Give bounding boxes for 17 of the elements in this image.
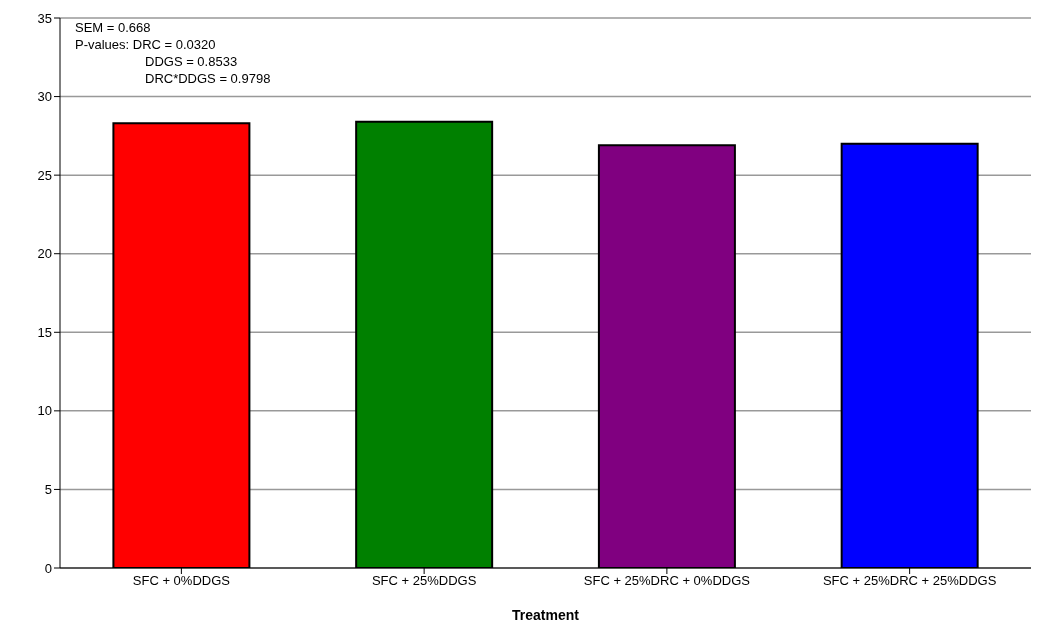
x-tick-label: SFC + 25%DRC + 25%DDGS xyxy=(822,573,997,589)
x-tick-label: SFC + 25%DDGS xyxy=(371,573,477,589)
y-tick-label: 0 xyxy=(44,560,52,576)
y-tick-label: 5 xyxy=(44,482,52,498)
annotation: P-values: DRC = 0.0320 xyxy=(75,37,216,52)
annotation: SEM = 0.668 xyxy=(75,20,151,35)
y-tick-label: 20 xyxy=(37,246,52,262)
annotation: DRC*DDGS = 0.9798 xyxy=(145,71,271,86)
y-tick-label: 35 xyxy=(37,10,52,26)
x-tick-label: SFC + 25%DRC + 0%DDGS xyxy=(583,573,751,589)
x-axis-title: Treatment xyxy=(512,607,580,623)
y-tick-label: 15 xyxy=(37,324,52,340)
x-tick-label: SFC + 0%DDGS xyxy=(132,573,231,589)
y-tick-label: 30 xyxy=(37,89,52,105)
y-tick-label: 10 xyxy=(37,403,52,419)
annotation: DDGS = 0.8533 xyxy=(145,54,238,69)
y-tick-label: 25 xyxy=(37,167,52,183)
